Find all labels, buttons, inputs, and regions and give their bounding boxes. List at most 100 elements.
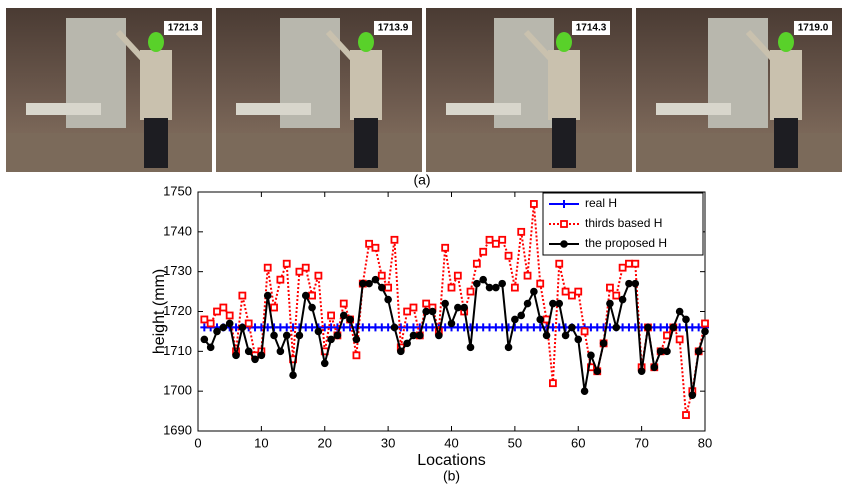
marker <box>663 347 671 356</box>
marker <box>409 303 418 312</box>
marker <box>549 299 557 308</box>
marker <box>377 283 386 292</box>
y-tick-label: 1740 <box>163 223 192 238</box>
marker <box>352 351 361 360</box>
legend: real H thirds based H the proposed H <box>542 192 704 256</box>
photo-row: 1721.3 1713.9 1714.3 1719.0 <box>6 8 842 172</box>
marker <box>390 235 399 244</box>
marker <box>485 235 494 244</box>
marker <box>371 243 380 252</box>
marker <box>485 283 494 292</box>
floor <box>216 133 422 172</box>
arm <box>325 29 355 61</box>
arm <box>745 29 775 61</box>
marker <box>238 323 247 332</box>
marker <box>574 287 583 296</box>
marker <box>561 287 570 296</box>
marker <box>473 279 481 288</box>
marker <box>587 351 595 360</box>
marker <box>612 323 621 332</box>
x-tick-label: 50 <box>508 435 522 450</box>
caption-b: (b) <box>443 468 460 484</box>
label-box <box>374 21 412 35</box>
marker <box>200 335 209 344</box>
marker <box>270 303 278 312</box>
photo: 1714.3 <box>426 8 632 172</box>
y-axis-label: height (mm) <box>151 269 168 354</box>
marker <box>282 331 291 340</box>
floor <box>6 133 212 172</box>
marker <box>295 267 304 276</box>
marker <box>251 355 259 364</box>
marker <box>403 339 411 348</box>
marker <box>517 311 526 320</box>
desk <box>236 103 311 115</box>
marker <box>219 303 228 312</box>
marker <box>327 311 335 320</box>
marker <box>530 287 538 296</box>
marker <box>200 315 209 324</box>
marker <box>295 331 304 340</box>
marker <box>308 291 316 300</box>
photo-label: 1719.0 <box>798 23 829 34</box>
marker <box>377 271 386 280</box>
photo: 1719.0 <box>636 8 842 172</box>
marker <box>232 351 240 360</box>
marker <box>694 347 703 356</box>
marker <box>631 259 640 268</box>
desk <box>446 103 521 115</box>
marker <box>327 335 335 344</box>
marker <box>637 367 646 376</box>
marker <box>416 331 424 340</box>
marker <box>536 315 545 324</box>
marker <box>568 291 576 300</box>
y-tick-label: 1730 <box>163 263 192 278</box>
desk <box>26 103 101 115</box>
label-box <box>164 21 202 35</box>
marker <box>555 299 564 308</box>
marker <box>523 299 532 308</box>
marker <box>466 287 475 296</box>
floor <box>426 133 632 172</box>
floor <box>636 133 842 172</box>
face <box>778 32 794 52</box>
marker <box>213 307 221 316</box>
marker <box>397 347 405 356</box>
marker <box>390 323 399 332</box>
marker <box>618 295 627 304</box>
x-axis-label: Locations <box>417 452 486 469</box>
marker <box>422 299 431 308</box>
marker <box>346 315 354 324</box>
marker <box>441 243 450 252</box>
marker <box>263 291 272 300</box>
marker <box>333 331 342 340</box>
marker <box>631 279 640 288</box>
marker <box>365 239 374 248</box>
marker <box>244 319 253 328</box>
y-tick-label: 1710 <box>163 343 192 358</box>
marker <box>384 295 392 304</box>
photo-label: 1714.3 <box>576 23 607 34</box>
marker <box>644 323 652 332</box>
marker <box>536 279 545 288</box>
marker <box>606 299 614 308</box>
legend-label: thirds based H <box>585 216 662 230</box>
marker <box>282 259 291 268</box>
arm <box>115 29 145 61</box>
marker <box>682 411 690 419</box>
y-tick-label: 1750 <box>163 183 192 198</box>
marker <box>491 239 500 248</box>
legs <box>774 118 798 168</box>
photo: 1721.3 <box>6 8 212 172</box>
marker <box>656 347 665 356</box>
marker <box>479 247 488 256</box>
face <box>556 32 572 52</box>
marker <box>314 271 323 280</box>
label-box <box>572 21 610 35</box>
chart: 0 10 20 30 40 50 60 70 80 1690 1700 1710 1720 1730 174… <box>151 183 712 483</box>
y-tick-label: 1700 <box>163 383 192 398</box>
marker <box>517 227 526 236</box>
marker <box>308 303 316 312</box>
marker <box>225 311 234 320</box>
